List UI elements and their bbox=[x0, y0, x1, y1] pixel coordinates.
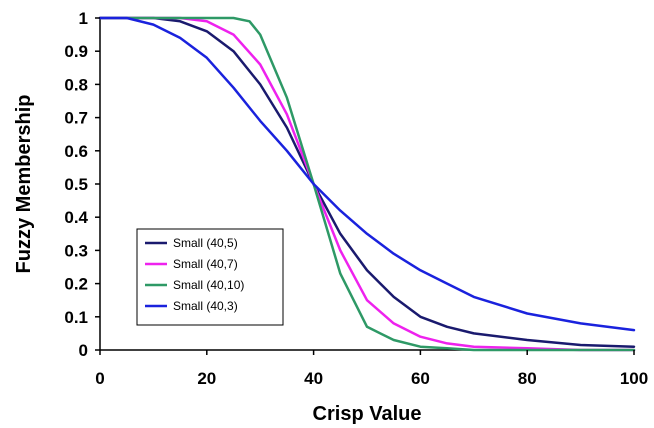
y-tick-label: 0.8 bbox=[64, 75, 88, 94]
legend-box bbox=[136, 228, 284, 326]
x-tick-label: 20 bbox=[197, 369, 216, 388]
x-tick-label: 40 bbox=[304, 369, 323, 388]
y-tick-label: 0 bbox=[79, 341, 88, 360]
y-tick-label: 0.5 bbox=[64, 175, 88, 194]
y-tick-label: 0.4 bbox=[64, 208, 88, 227]
y-tick-label: 0.2 bbox=[64, 275, 88, 294]
legend: Small (40,5) Small (40,7) Small (40,10) Sma… bbox=[136, 228, 284, 326]
y-tick-label: 0.9 bbox=[64, 42, 88, 61]
y-axis-ticks: 0 0.1 0.2 0.3 0.4 0.5 0.6 0.7 0.8 0.9 1 bbox=[64, 9, 100, 360]
x-tick-label: 60 bbox=[411, 369, 430, 388]
legend-entry: Small (40,10) bbox=[173, 278, 244, 292]
y-axis-title: Fuzzy Membership bbox=[13, 95, 35, 274]
series-line-3 bbox=[98, 16, 636, 332]
x-tick-label: 80 bbox=[518, 369, 537, 388]
legend-entry: Small (40,7) bbox=[173, 257, 238, 271]
y-tick-label: 1 bbox=[79, 9, 88, 28]
y-tick-label: 0.1 bbox=[64, 308, 88, 327]
series-line-1 bbox=[98, 16, 636, 352]
x-tick-label: 0 bbox=[95, 369, 104, 388]
series-line-2 bbox=[98, 16, 636, 352]
x-axis-ticks: 0 20 40 60 80 100 bbox=[95, 350, 648, 388]
x-tick-label: 100 bbox=[620, 369, 648, 388]
legend-entry: Small (40,5) bbox=[173, 236, 238, 250]
plot-area bbox=[98, 16, 636, 352]
legend-entry: Small (40,3) bbox=[173, 299, 238, 313]
x-axis-title: Crisp Value bbox=[313, 403, 422, 425]
y-tick-label: 0.6 bbox=[64, 142, 88, 161]
series-line-0 bbox=[98, 16, 636, 348]
y-tick-label: 0.7 bbox=[64, 109, 88, 128]
y-tick-label: 0.3 bbox=[64, 241, 88, 260]
